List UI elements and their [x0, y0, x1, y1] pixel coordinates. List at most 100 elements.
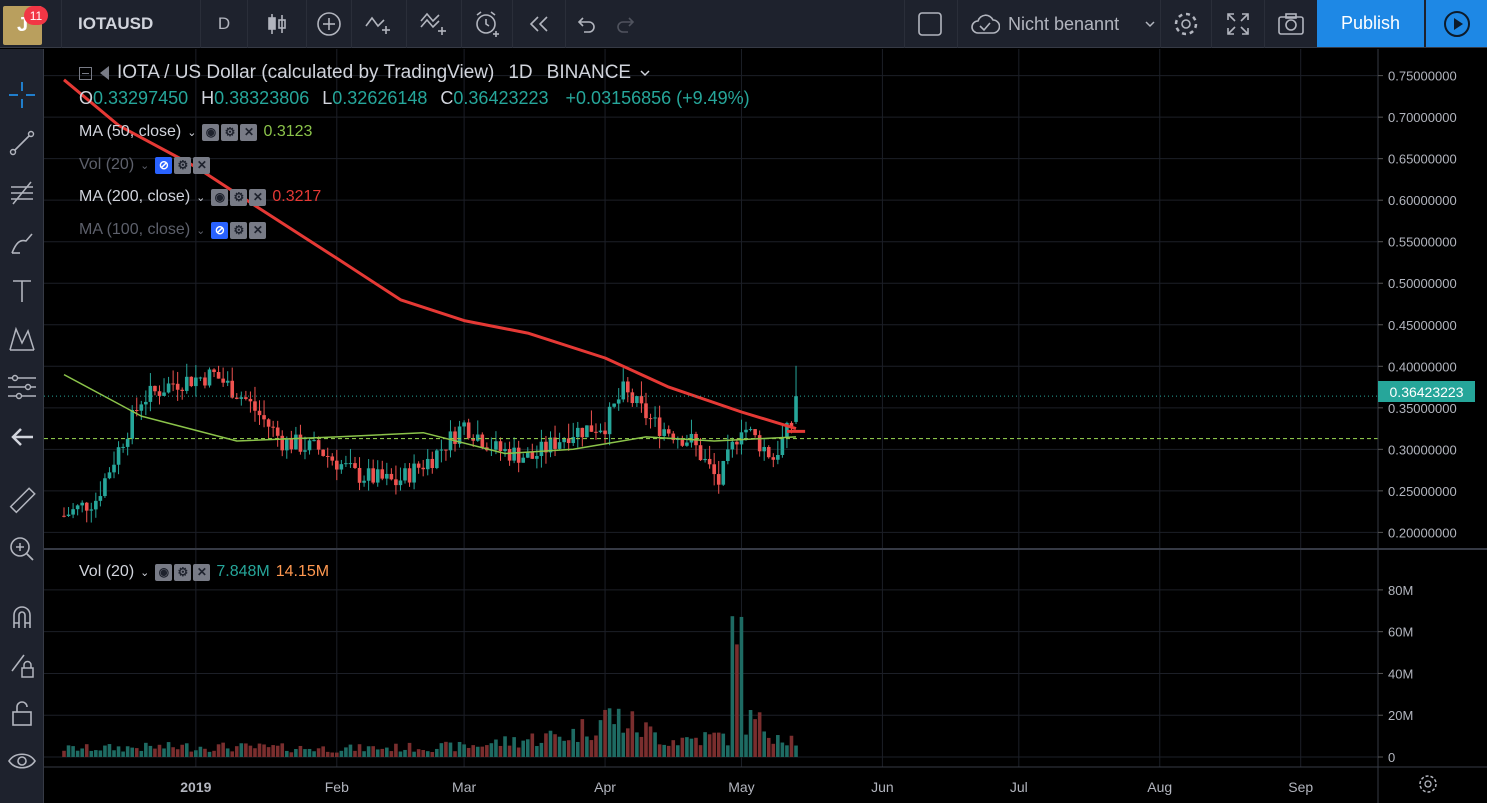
chevron-down-icon[interactable]: [639, 68, 651, 78]
volume-bar: [357, 744, 362, 757]
publish-button[interactable]: Publish: [1317, 0, 1424, 47]
vol-label: Vol (20): [79, 563, 135, 580]
candle-body: [353, 463, 357, 468]
candle-body: [444, 449, 448, 451]
templates-button[interactable]: [407, 0, 461, 48]
square-icon: [918, 12, 942, 36]
fullscreen-button[interactable]: [1212, 0, 1264, 48]
ma50-line: [63, 373, 797, 455]
volume-bar: [244, 743, 248, 757]
volume-bar: [780, 742, 785, 757]
volume-bar: [466, 747, 471, 757]
candle-body: [144, 401, 148, 405]
ma50-legend[interactable]: MA (50, close) ⌄ ◉ ⚙ ✕ 0.3123: [79, 123, 313, 141]
candle-body: [94, 500, 98, 510]
candle-body: [344, 463, 348, 465]
visibility-tool[interactable]: [0, 741, 44, 781]
candle-body: [721, 460, 726, 485]
candle-body: [498, 441, 503, 452]
volume-bar: [316, 748, 321, 757]
price-tick-label: 0.65000000: [1388, 152, 1457, 167]
snapshot-button[interactable]: [1265, 0, 1317, 48]
candle-body: [289, 438, 294, 450]
compare-button[interactable]: [307, 0, 351, 48]
candle-body: [194, 377, 198, 387]
volume-bar: [62, 750, 66, 757]
candle-body: [448, 431, 453, 451]
replay-button[interactable]: [513, 0, 565, 48]
interval-button[interactable]: D: [217, 14, 231, 33]
candle-body: [416, 463, 421, 468]
volume-bar: [562, 740, 566, 757]
candle-body: [203, 377, 207, 386]
volume-bar: [616, 708, 621, 757]
volume-bar: [144, 742, 148, 757]
plus-circle-icon: [317, 12, 341, 36]
play-button[interactable]: [1426, 0, 1487, 47]
candle-body: [480, 434, 485, 448]
crosshair-tool[interactable]: [0, 75, 44, 115]
symbol-search-button[interactable]: IOTAUSD: [78, 14, 154, 33]
volume-bar: [330, 752, 335, 757]
measure-tool[interactable]: [0, 481, 44, 521]
settings-button[interactable]: [1161, 0, 1211, 48]
candle-body: [385, 473, 389, 479]
candle-body: [625, 381, 630, 393]
candle-body: [494, 441, 498, 450]
chart-canvas[interactable]: 0.75000000 0.70000000 0.65000000 0.60000000…: [44, 49, 1487, 803]
indicators-button[interactable]: [352, 0, 406, 48]
volume-bar: [666, 745, 671, 757]
ma50-label: MA (50, close): [79, 123, 182, 140]
text-tool[interactable]: [0, 271, 44, 311]
volume-bar: [698, 745, 703, 757]
pattern-tool[interactable]: [0, 319, 44, 359]
trend-line-tool[interactable]: [0, 123, 44, 163]
volume-bar: [689, 738, 694, 757]
volume-bar: [789, 735, 794, 757]
volume-bar: [139, 750, 144, 757]
volume-bar: [571, 728, 576, 757]
time-tick-label: 2019: [180, 779, 211, 795]
volume-tick-label: 20M: [1388, 708, 1413, 723]
redo-icon: [617, 17, 635, 33]
alert-button[interactable]: [462, 0, 512, 48]
volume-bar: [262, 744, 266, 757]
back-tool[interactable]: [0, 417, 44, 457]
candle-body: [762, 447, 766, 452]
brush-tool[interactable]: [0, 223, 44, 263]
close-icon: ✕: [249, 188, 267, 206]
vol-hidden-legend[interactable]: Vol (20) ⌄ ⊘ ⚙ ✕: [79, 154, 211, 176]
lock-tool[interactable]: [0, 693, 44, 733]
fib-tool[interactable]: [0, 173, 44, 213]
prediction-tool[interactable]: [0, 367, 44, 407]
candle-body: [80, 502, 84, 506]
volume-bar: [325, 751, 330, 757]
candle-body: [103, 478, 107, 497]
volume-bar: [266, 747, 271, 757]
play-circle-icon: [1443, 10, 1470, 37]
volume-bar: [184, 743, 189, 757]
vol-legend[interactable]: Vol (20) ⌄ ◉ ⚙ ✕ 7.848M 14.15M: [79, 563, 330, 581]
collapse-icon[interactable]: [79, 66, 92, 80]
ma200-legend[interactable]: MA (200, close) ⌄ ◉ ⚙ ✕ 0.3217: [79, 188, 322, 206]
volume-bar: [530, 733, 535, 757]
time-tick-label: Jun: [871, 779, 894, 795]
volume-bar: [721, 733, 726, 757]
lock-drawings-tool[interactable]: [0, 645, 44, 685]
candle-body: [221, 378, 225, 383]
price-tick-label: 0.55000000: [1388, 235, 1457, 250]
magnet-tool[interactable]: [0, 597, 44, 637]
zoom-tool[interactable]: [0, 529, 44, 569]
flag-icon[interactable]: [100, 66, 109, 80]
undo-button[interactable]: [566, 0, 606, 48]
ma100-legend[interactable]: MA (100, close) ⌄ ⊘ ⚙ ✕: [79, 219, 267, 241]
volume-bar: [307, 748, 312, 757]
candle-body: [321, 449, 325, 456]
eye-icon: ◉: [202, 123, 220, 141]
chart-type-button[interactable]: [248, 0, 306, 48]
candle-body: [789, 422, 794, 427]
layout-name-button[interactable]: Nicht benannt: [958, 0, 1158, 48]
redo-button[interactable]: [606, 0, 646, 48]
volume-bar: [475, 746, 480, 757]
fullscreen-toggle-button[interactable]: [905, 0, 955, 48]
